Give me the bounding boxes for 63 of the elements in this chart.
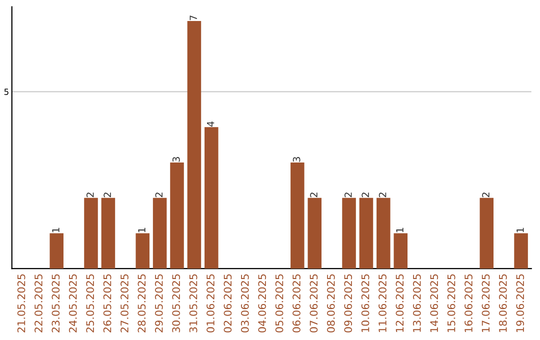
data-label: 2 [344,192,352,198]
data-label: 2 [155,192,162,198]
data-label: 1 [138,228,146,232]
bar [136,233,150,269]
x-tick-label: 23.05.2025 [52,274,60,332]
x-tick-label: 08.06.2025 [326,274,335,332]
data-label: 1 [52,228,60,232]
x-tick-label: 31.05.2025 [189,274,198,332]
x-tick-label: 25.05.2025 [86,274,94,332]
x-tick-label: 11.06.2025 [378,274,386,332]
data-label: 1 [396,228,404,232]
bar [359,198,374,269]
bar [308,198,322,269]
y-tick-label: 5 [4,88,8,95]
x-tick-label: 07.06.2025 [310,274,318,332]
x-tick-label: 16.06.2025 [464,274,472,332]
data-label: 2 [362,192,369,198]
bar [394,233,408,269]
bar [84,198,98,269]
x-tick-label: 22.05.2025 [34,274,42,332]
x-tick-label: 05.06.2025 [275,274,284,332]
x-tick-label: 17.06.2025 [482,274,490,332]
data-label: 2 [86,192,94,198]
x-tick-label: 12.06.2025 [396,274,404,332]
data-label: 4 [207,121,214,127]
bar [101,198,116,269]
x-tick-label: 03.06.2025 [240,274,249,332]
x-tick-label: 13.06.2025 [412,274,421,332]
x-tick-label: 30.05.2025 [172,274,180,332]
data-label: 2 [310,192,318,198]
bar [290,162,304,269]
data-label: 7 [190,16,197,20]
x-tick-label: 28.05.2025 [138,274,146,332]
x-tick-label: 14.06.2025 [430,274,438,332]
data-label: 3 [292,157,300,162]
x-tick-label: 06.06.2025 [292,274,300,332]
bar [50,233,64,269]
x-tick-label: 27.05.2025 [120,274,128,332]
data-label: 2 [104,192,111,198]
bar [342,198,356,269]
bar [204,127,218,269]
data-label: 3 [172,157,180,162]
x-tick-label: 04.06.2025 [258,274,266,332]
x-tick-label: 18.06.2025 [498,274,507,332]
data-label: 2 [482,192,490,198]
bar [187,20,202,269]
x-tick-label: 19.06.2025 [516,274,524,332]
x-tick-label: 24.05.2025 [68,274,77,332]
x-tick-label: 15.06.2025 [447,274,456,332]
x-tick-label: 26.05.2025 [103,274,112,332]
x-tick-label: 09.06.2025 [344,274,352,332]
x-tick-label: 02.06.2025 [224,274,232,332]
bar [170,162,184,269]
bar [514,233,528,269]
x-tick-label: 01.06.2025 [206,274,214,332]
x-tick-label: 29.05.2025 [154,274,163,332]
x-tick-label: 10.06.2025 [361,274,370,332]
bar [480,198,494,269]
data-label: 2 [378,192,386,198]
x-tick-label: 21.05.2025 [17,274,26,332]
bar [376,198,390,269]
bar [152,198,167,269]
data-label: 1 [516,228,524,232]
